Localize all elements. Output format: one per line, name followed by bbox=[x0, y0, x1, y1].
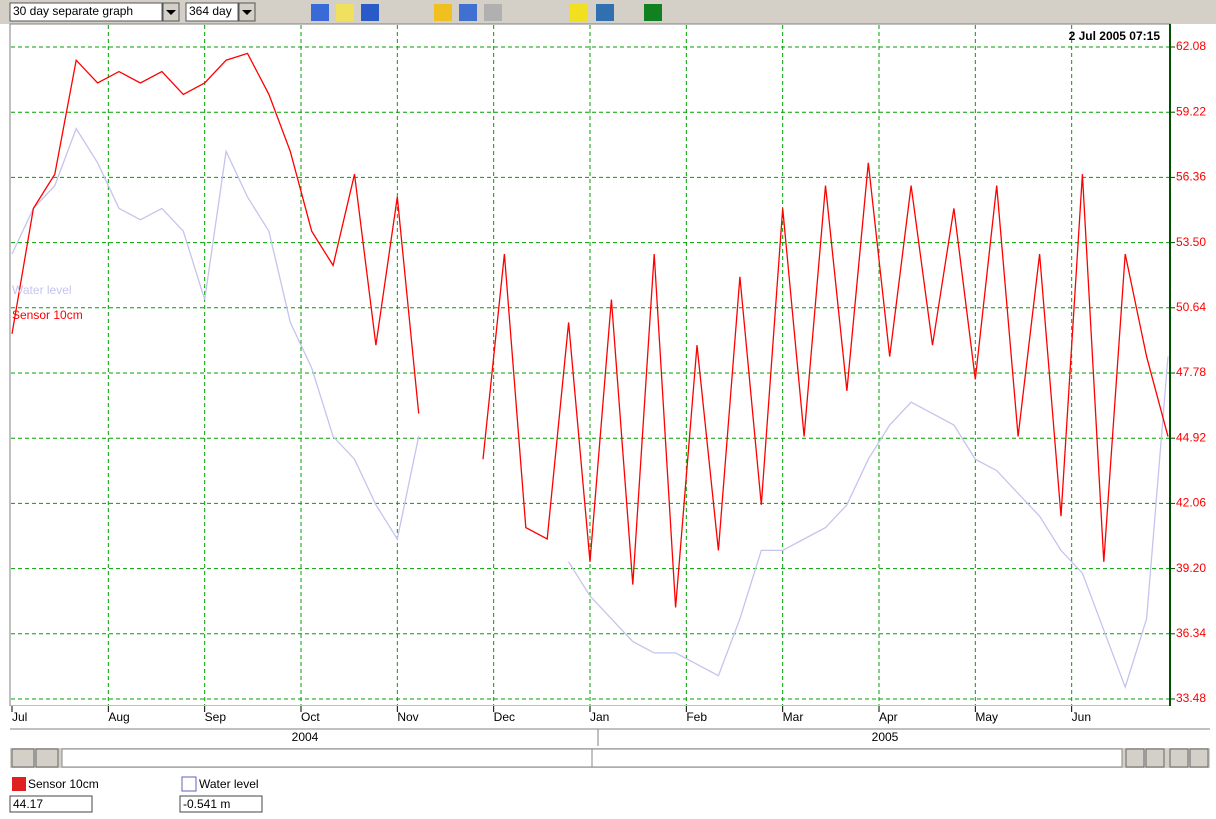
x-tick-label: Jun bbox=[1072, 710, 1091, 724]
span-select[interactable] bbox=[185, 2, 239, 22]
checkbox[interactable] bbox=[181, 776, 197, 792]
y-tick-label: 39.20 bbox=[1176, 561, 1206, 575]
y-tick-label: 62.08 bbox=[1176, 39, 1206, 53]
readout-label: Water level bbox=[199, 777, 259, 791]
scroll-last[interactable] bbox=[1145, 748, 1165, 768]
x-tick-label: May bbox=[975, 710, 998, 724]
icon-button[interactable] bbox=[459, 4, 477, 21]
icon-button[interactable] bbox=[644, 4, 662, 21]
x-tick-label: Apr bbox=[879, 710, 898, 724]
x-tick-label: Jan bbox=[590, 710, 609, 724]
icon-button[interactable] bbox=[434, 4, 452, 21]
legend-entry: Sensor 10cm bbox=[12, 308, 83, 322]
icon-button[interactable] bbox=[336, 4, 354, 21]
x-tick-label: Oct bbox=[301, 710, 320, 724]
y-tick-label: 56.36 bbox=[1176, 170, 1206, 184]
scroll-track[interactable] bbox=[61, 748, 593, 768]
y-tick-label: 42.06 bbox=[1176, 496, 1206, 510]
scroll-track[interactable] bbox=[591, 748, 1123, 768]
year-label: 2005 bbox=[872, 730, 899, 744]
dropdown-arrow bbox=[242, 10, 252, 15]
icon-button[interactable] bbox=[596, 4, 614, 21]
x-tick-label: Dec bbox=[494, 710, 515, 724]
y-tick-label: 59.22 bbox=[1176, 104, 1206, 118]
series-line bbox=[11, 52, 1169, 608]
zoom-out[interactable] bbox=[1189, 748, 1209, 768]
dropdown-arrow bbox=[166, 10, 176, 15]
icon-button[interactable] bbox=[569, 4, 587, 21]
year-label: 2004 bbox=[292, 730, 319, 744]
x-tick-label: Aug bbox=[108, 710, 129, 724]
y-tick-label: 44.92 bbox=[1176, 430, 1206, 444]
toolbar-icons bbox=[311, 4, 662, 21]
month-axis bbox=[0, 706, 1216, 730]
y-tick-label: 36.34 bbox=[1176, 626, 1206, 640]
view-select[interactable] bbox=[9, 2, 163, 22]
x-tick-label: Nov bbox=[397, 710, 418, 724]
x-tick-label: Feb bbox=[686, 710, 707, 724]
checkbox[interactable] bbox=[12, 777, 26, 791]
y-tick-label: 33.48 bbox=[1176, 691, 1206, 705]
view-select-text: 30 day separate graph bbox=[13, 4, 133, 18]
zoom-in[interactable] bbox=[1169, 748, 1189, 768]
legend-entry: Water level bbox=[12, 283, 72, 297]
y-tick-label: 50.64 bbox=[1176, 300, 1206, 314]
scroll-prev[interactable] bbox=[35, 748, 59, 768]
icon-button[interactable] bbox=[484, 4, 502, 21]
readout-box bbox=[9, 795, 93, 813]
x-tick-label: Mar bbox=[783, 710, 804, 724]
readout-box bbox=[179, 795, 263, 813]
y-tick-label: 53.50 bbox=[1176, 235, 1206, 249]
series-line bbox=[11, 127, 1169, 690]
readout-label: Sensor 10cm bbox=[28, 777, 99, 791]
icon-button[interactable] bbox=[311, 4, 329, 21]
y-tick-label: 47.78 bbox=[1176, 365, 1206, 379]
icon-button[interactable] bbox=[361, 4, 379, 21]
span-select-text: 364 day bbox=[189, 4, 232, 18]
timestamp: 2 Jul 2005 07:15 bbox=[1069, 29, 1161, 43]
readout-value: -0.541 m bbox=[183, 797, 230, 811]
scroll-next[interactable] bbox=[1125, 748, 1145, 768]
readout-value: 44.17 bbox=[13, 797, 43, 811]
x-tick-label: Sep bbox=[205, 710, 227, 724]
x-tick-label: Jul bbox=[12, 710, 27, 724]
scroll-first[interactable] bbox=[11, 748, 35, 768]
